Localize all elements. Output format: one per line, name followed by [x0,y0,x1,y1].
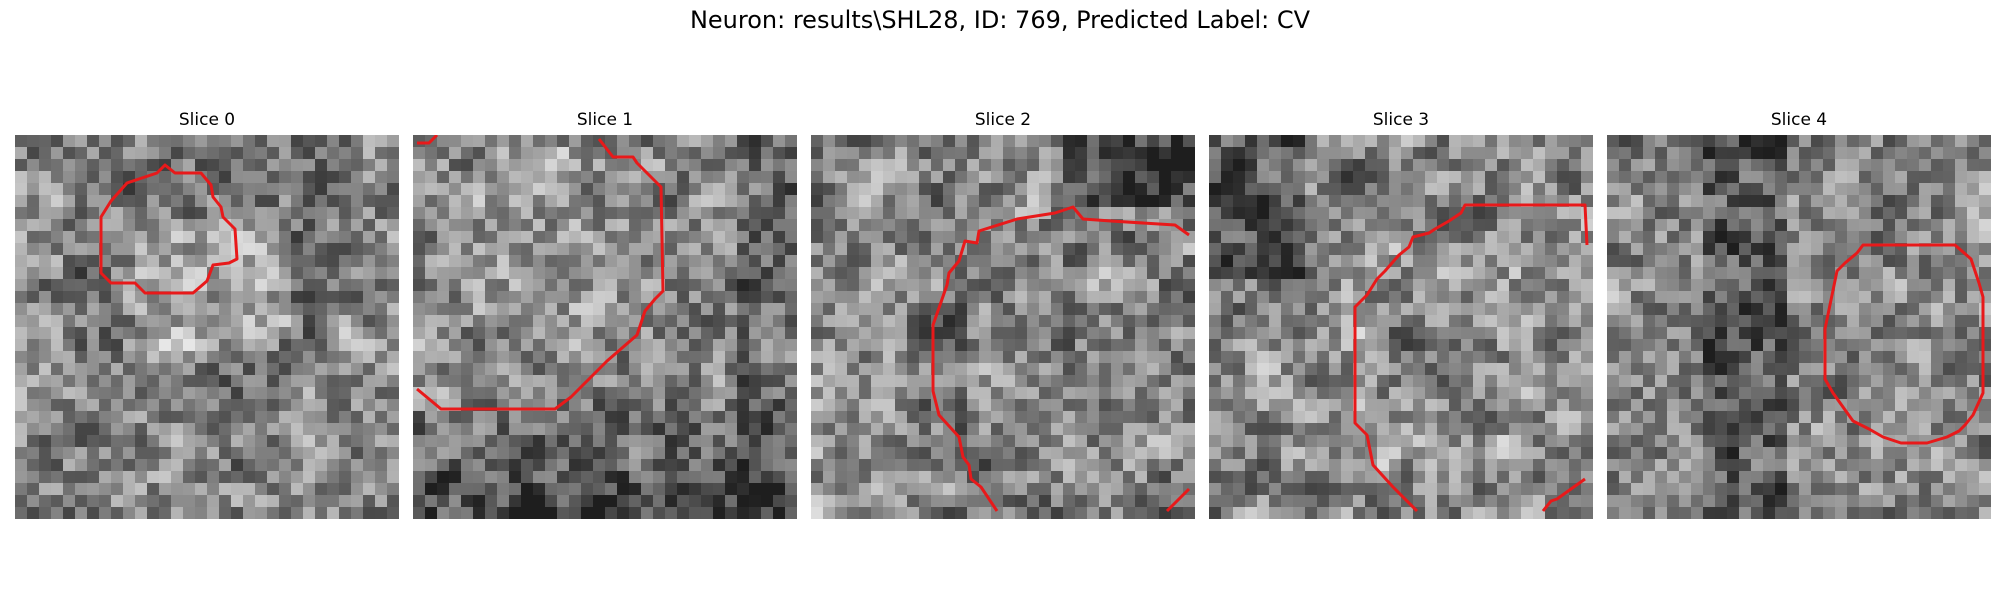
slice-panel-0: Slice 0 [15,108,399,519]
slice-image-3 [1209,135,1593,519]
figure-title: Neuron: results\SHL28, ID: 769, Predicte… [689,6,1311,34]
neuron-outline [1823,243,1985,445]
slice-panel-3: Slice 3 [1209,108,1593,519]
slice-image-2 [811,135,1195,519]
slice-title: Slice 1 [576,110,634,130]
slice-title: Slice 3 [1372,110,1430,130]
pixel-grid [413,135,797,519]
neuron-outline-fragment [1541,477,1586,512]
slice-image-1 [413,135,797,519]
pixel-grid [1209,135,1593,519]
slice-panel-1: Slice 1 [413,108,797,519]
slice-title: Slice 0 [178,110,236,130]
pixel-grid [1607,135,1991,519]
slice-panel-2: Slice 2 [811,108,1195,519]
neuron-outline-fragment [417,135,439,145]
neuron-outline [416,138,665,411]
slice-title: Slice 4 [1770,110,1828,130]
pixel-grid [15,135,399,519]
slice-image-4 [1607,135,1991,519]
neuron-outline-fragment [1165,487,1191,513]
pixel-grid [811,135,1195,519]
neuron-outline [99,163,239,295]
slice-image-0 [15,135,399,519]
neuron-outline [931,205,1190,512]
slice-title: Slice 2 [974,110,1032,130]
slice-panel-4: Slice 4 [1607,108,1991,519]
neuron-outline [1353,203,1589,513]
